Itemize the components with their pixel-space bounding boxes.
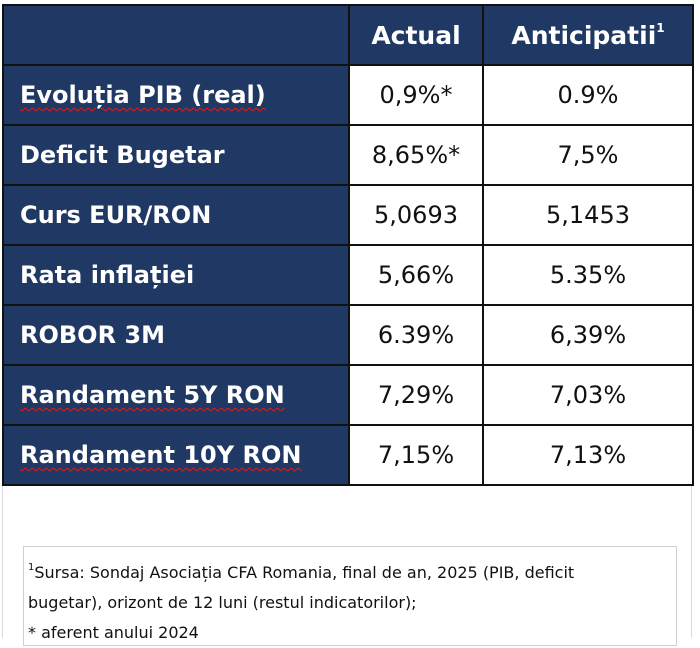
anticipated-value: 5,1453: [482, 184, 694, 246]
header-actual-label: Actual: [371, 20, 461, 50]
table-row: Randament 5Y RON 7,29% 7,03%: [2, 364, 694, 426]
actual-value: 5,66%: [348, 244, 484, 306]
row-label: Randament 5Y RON: [2, 364, 350, 426]
table-header-row: Actual Anticipatii1: [2, 4, 694, 66]
actual-value: 6.39%: [348, 304, 484, 366]
actual-value: 0,9%*: [348, 64, 484, 126]
table-row: Randament 10Y RON 7,15% 7,13%: [2, 424, 694, 486]
row-label: Evoluția PIB (real): [2, 64, 350, 126]
row-label-text: Curs EUR/RON: [20, 201, 212, 229]
row-label: Deficit Bugetar: [2, 124, 350, 186]
actual-value: 7,15%: [348, 424, 484, 486]
row-label-text: ROBOR 3M: [20, 321, 165, 349]
header-actual: Actual: [348, 4, 484, 66]
row-label: Rata inflației: [2, 244, 350, 306]
footnote-source-text: Sursa: Sondaj Asociația CFA Romania, fin…: [34, 563, 575, 582]
table-row: Curs EUR/RON 5,0693 5,1453: [2, 184, 694, 246]
anticipated-value: 7,13%: [482, 424, 694, 486]
anticipated-value: 0.9%: [482, 64, 694, 126]
row-label: ROBOR 3M: [2, 304, 350, 366]
table-row: Evoluția PIB (real) 0,9%* 0.9%: [2, 64, 694, 126]
row-label-text: Randament 5Y RON: [20, 381, 285, 409]
footnote-line-1: 1Sursa: Sondaj Asociația CFA Romania, fi…: [28, 553, 670, 588]
anticipated-value: 7,5%: [482, 124, 694, 186]
header-footnote-marker: 1: [656, 20, 665, 35]
actual-value: 7,29%: [348, 364, 484, 426]
table-row: Deficit Bugetar 8,65%* 7,5%: [2, 124, 694, 186]
table-row: Rata inflației 5,66% 5.35%: [2, 244, 694, 306]
header-anticipated: Anticipatii1: [482, 4, 694, 66]
anticipated-value: 6,39%: [482, 304, 694, 366]
actual-value: 8,65%*: [348, 124, 484, 186]
actual-value: 5,0693: [348, 184, 484, 246]
row-label-text: Evoluția PIB (real): [20, 81, 266, 109]
table-row: ROBOR 3M 6.39% 6,39%: [2, 304, 694, 366]
header-anticipated-label: Anticipatii: [511, 20, 657, 50]
anticipated-value: 5.35%: [482, 244, 694, 306]
row-label-text: Randament 10Y RON: [20, 441, 302, 469]
anticipated-value: 7,03%: [482, 364, 694, 426]
header-empty-cell: [2, 4, 350, 66]
source-footnote: 1Sursa: Sondaj Asociația CFA Romania, fi…: [23, 546, 677, 646]
footnote-marker: 1: [28, 562, 35, 573]
row-label: Randament 10Y RON: [2, 424, 350, 486]
row-label-text: Rata inflației: [20, 261, 195, 289]
footnote-line-2: bugetar), orizont de 12 luni (restul ind…: [28, 593, 417, 612]
row-label-text: Deficit Bugetar: [20, 141, 225, 169]
row-label: Curs EUR/RON: [2, 184, 350, 246]
indicators-table: Actual Anticipatii1 Evoluția PIB (real) …: [2, 4, 694, 486]
footnote-line-3: * aferent anului 2024: [28, 623, 199, 642]
